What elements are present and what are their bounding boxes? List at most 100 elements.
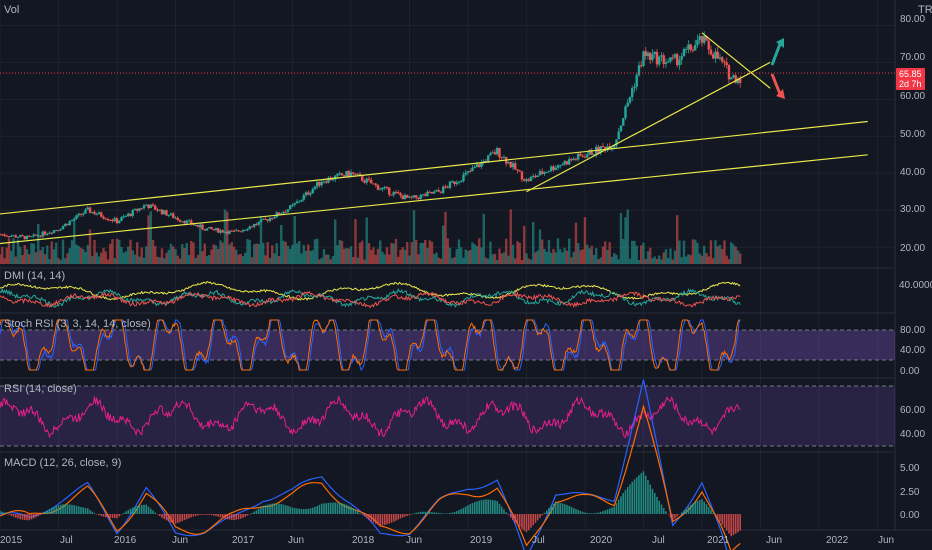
macd-hist-bar xyxy=(701,499,703,514)
candle-body xyxy=(307,192,310,195)
macd-hist-bar xyxy=(253,511,256,514)
macd-hist-bar xyxy=(451,512,454,514)
macd-hist-bar xyxy=(530,514,532,528)
volume-bar xyxy=(309,251,312,264)
volume-bar xyxy=(556,238,560,264)
candle-body xyxy=(716,51,719,59)
candle-body xyxy=(633,86,636,89)
candle-body xyxy=(399,193,402,196)
volume-bar xyxy=(214,245,218,264)
macd-hist-bar xyxy=(453,511,456,514)
volume-bar xyxy=(21,255,24,264)
macd-hist-bar xyxy=(550,506,553,514)
candle-body xyxy=(66,223,69,226)
macd-hist-bar xyxy=(644,475,647,514)
volume-bar xyxy=(46,245,49,264)
volume-bar xyxy=(678,240,681,264)
candle-body xyxy=(230,230,233,232)
volume-bar xyxy=(408,255,411,264)
macd-hist-bar xyxy=(59,504,62,514)
candle-body xyxy=(421,194,425,196)
x-tick-2015: 2015 xyxy=(0,535,23,546)
macd-hist-bar xyxy=(181,514,184,522)
volume-bar xyxy=(28,254,31,264)
macd-hist-bar xyxy=(287,505,289,514)
macd-hist-bar xyxy=(379,514,382,526)
stoch-d-line xyxy=(0,319,741,371)
volume-bar xyxy=(93,240,96,264)
volume-bar xyxy=(685,256,688,264)
candle-body xyxy=(106,219,110,221)
candle-body xyxy=(514,163,517,170)
volume-bar xyxy=(509,209,512,264)
candle-body xyxy=(185,220,188,224)
macd-hist-bar xyxy=(390,514,393,523)
volume-bar xyxy=(403,249,407,264)
candle-body xyxy=(424,194,427,196)
macd-hist-bar xyxy=(712,512,715,514)
volume-bar xyxy=(0,254,2,264)
macd-tick-5: 5.00 xyxy=(900,463,920,474)
candle-body xyxy=(367,178,371,180)
macd-hist-bar xyxy=(548,508,550,514)
candle-body xyxy=(545,171,548,173)
candle-body xyxy=(579,153,582,156)
macd-hist-bar xyxy=(208,514,211,515)
volume-bar xyxy=(482,213,485,264)
volume-bar xyxy=(356,257,359,264)
volume-bar xyxy=(30,243,33,264)
x-tick-jun-2016: Jun xyxy=(172,535,188,546)
macd-hist-bar xyxy=(737,514,739,533)
rsi-line xyxy=(0,395,741,439)
x-tick-2022: 2022 xyxy=(826,535,849,546)
macd-signal-line xyxy=(0,404,741,550)
volume-bar xyxy=(97,256,101,264)
volume-bar xyxy=(631,240,634,264)
candle-body xyxy=(588,149,591,155)
candle-body xyxy=(550,166,553,172)
volume-bar xyxy=(435,252,438,264)
macd-hist-bar xyxy=(642,471,645,514)
x-tick-jun-2022: Jun xyxy=(878,535,894,546)
volume-bar xyxy=(77,246,80,264)
price-panel-title: Vol xyxy=(4,4,19,16)
volume-bar xyxy=(381,251,384,264)
volume-bar xyxy=(709,240,713,264)
volume-bar xyxy=(120,247,123,264)
volume-bar xyxy=(12,238,15,264)
macd-hist-bar xyxy=(262,505,265,514)
candle-body xyxy=(340,173,344,176)
stoch-tick-40: 40.00 xyxy=(900,345,925,356)
macd-hist-bar xyxy=(408,514,411,516)
volume-bar xyxy=(626,209,629,264)
volume-bar xyxy=(248,239,251,264)
volume-bar xyxy=(34,252,38,264)
volume-bar xyxy=(424,240,427,264)
macd-hist-bar xyxy=(93,512,96,514)
volume-bar xyxy=(493,253,497,264)
candle-body xyxy=(156,209,159,211)
macd-hist-bar xyxy=(662,508,665,514)
candle-body xyxy=(363,180,366,183)
grid-lines xyxy=(0,0,895,530)
macd-hist-bar xyxy=(419,511,422,514)
candle-body xyxy=(541,171,544,174)
candle-body xyxy=(563,161,566,165)
volume-bar xyxy=(111,239,114,264)
candle-body xyxy=(658,56,661,65)
volume-bar xyxy=(487,258,490,264)
candle-body xyxy=(435,190,438,192)
candle-body xyxy=(543,172,546,174)
macd-hist-bar xyxy=(719,514,721,522)
volume-bar xyxy=(388,254,391,264)
candle-body xyxy=(178,219,182,222)
candle-body xyxy=(199,224,202,227)
candle-body xyxy=(460,181,463,183)
candle-body xyxy=(201,224,204,230)
volume-bar xyxy=(673,250,677,264)
macd-hist-bar xyxy=(273,503,276,514)
volume-bar xyxy=(469,249,472,264)
macd-hist-bar xyxy=(365,514,368,519)
candle-body xyxy=(113,218,116,221)
